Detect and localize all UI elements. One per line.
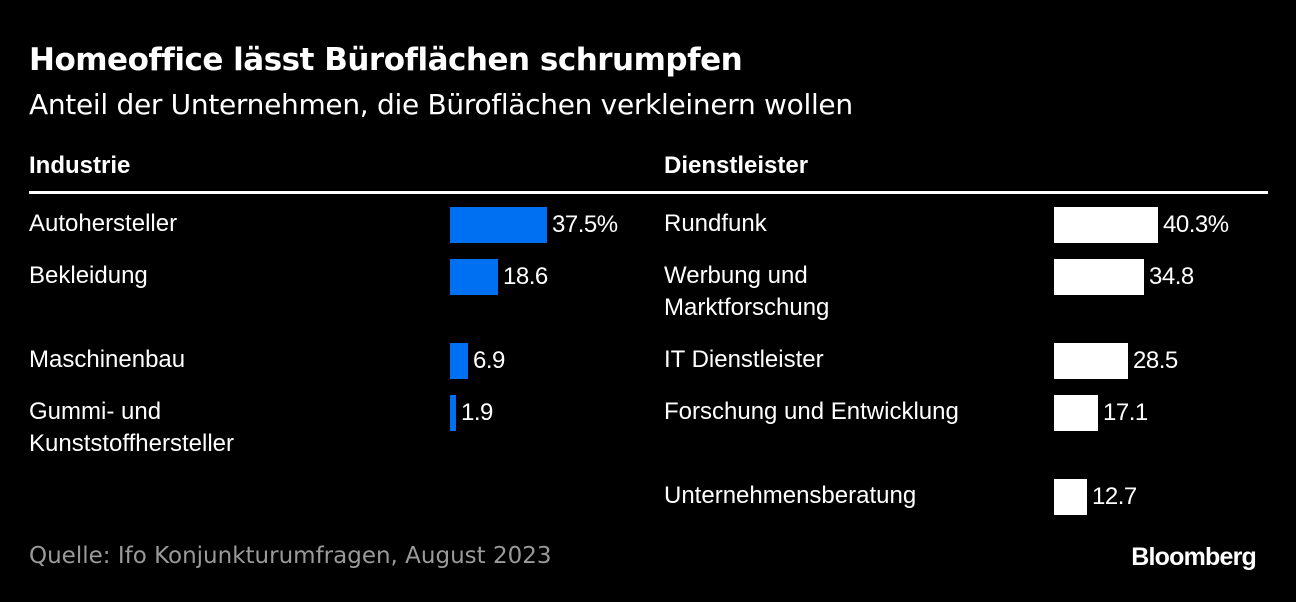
- category-label: Werbung und Marktforschung: [664, 262, 830, 321]
- category-label: Rundfunk: [664, 210, 767, 237]
- value-label: 1.9: [461, 399, 493, 426]
- panel-header-industrie: Industrie: [29, 152, 131, 179]
- category-label: IT Dienstleister: [664, 346, 824, 373]
- bar: [1054, 207, 1158, 243]
- category-label: Maschinenbau: [29, 346, 186, 373]
- value-label: 34.8: [1149, 263, 1194, 290]
- bar: [450, 207, 547, 243]
- category-label: Forschung und Entwicklung: [664, 398, 959, 425]
- category-label: Gummi- und Kunststoffhersteller: [29, 398, 234, 457]
- chart-subtitle: Anteil der Unternehmen, die Büroflächen …: [29, 88, 853, 121]
- bar: [1054, 259, 1144, 295]
- bar: [450, 395, 456, 431]
- value-label: 17.1: [1103, 399, 1148, 426]
- category-label: Bekleidung: [29, 262, 148, 289]
- category-label: Unternehmensberatung: [664, 482, 917, 509]
- panel-header-dienstleister: Dienstleister: [664, 152, 809, 179]
- value-label: 40.3%: [1163, 211, 1229, 238]
- value-label: 18.6: [503, 263, 548, 290]
- chart-title: Homeoffice lässt Büroflächen schrumpfen: [29, 42, 743, 78]
- source-note: Quelle: Ifo Konjunkturumfragen, August 2…: [29, 543, 552, 569]
- category-label: Autohersteller: [29, 210, 178, 237]
- bar: [450, 259, 498, 295]
- bar: [1054, 395, 1098, 431]
- value-label: 28.5: [1133, 347, 1178, 374]
- value-label: 12.7: [1092, 483, 1137, 510]
- value-label: 6.9: [473, 347, 505, 374]
- bar: [450, 343, 468, 379]
- header-rule: [29, 191, 1268, 194]
- bar: [1054, 343, 1128, 379]
- bar: [1054, 479, 1087, 515]
- value-label: 37.5%: [552, 211, 618, 238]
- bloomberg-logo: Bloomberg: [1131, 543, 1257, 571]
